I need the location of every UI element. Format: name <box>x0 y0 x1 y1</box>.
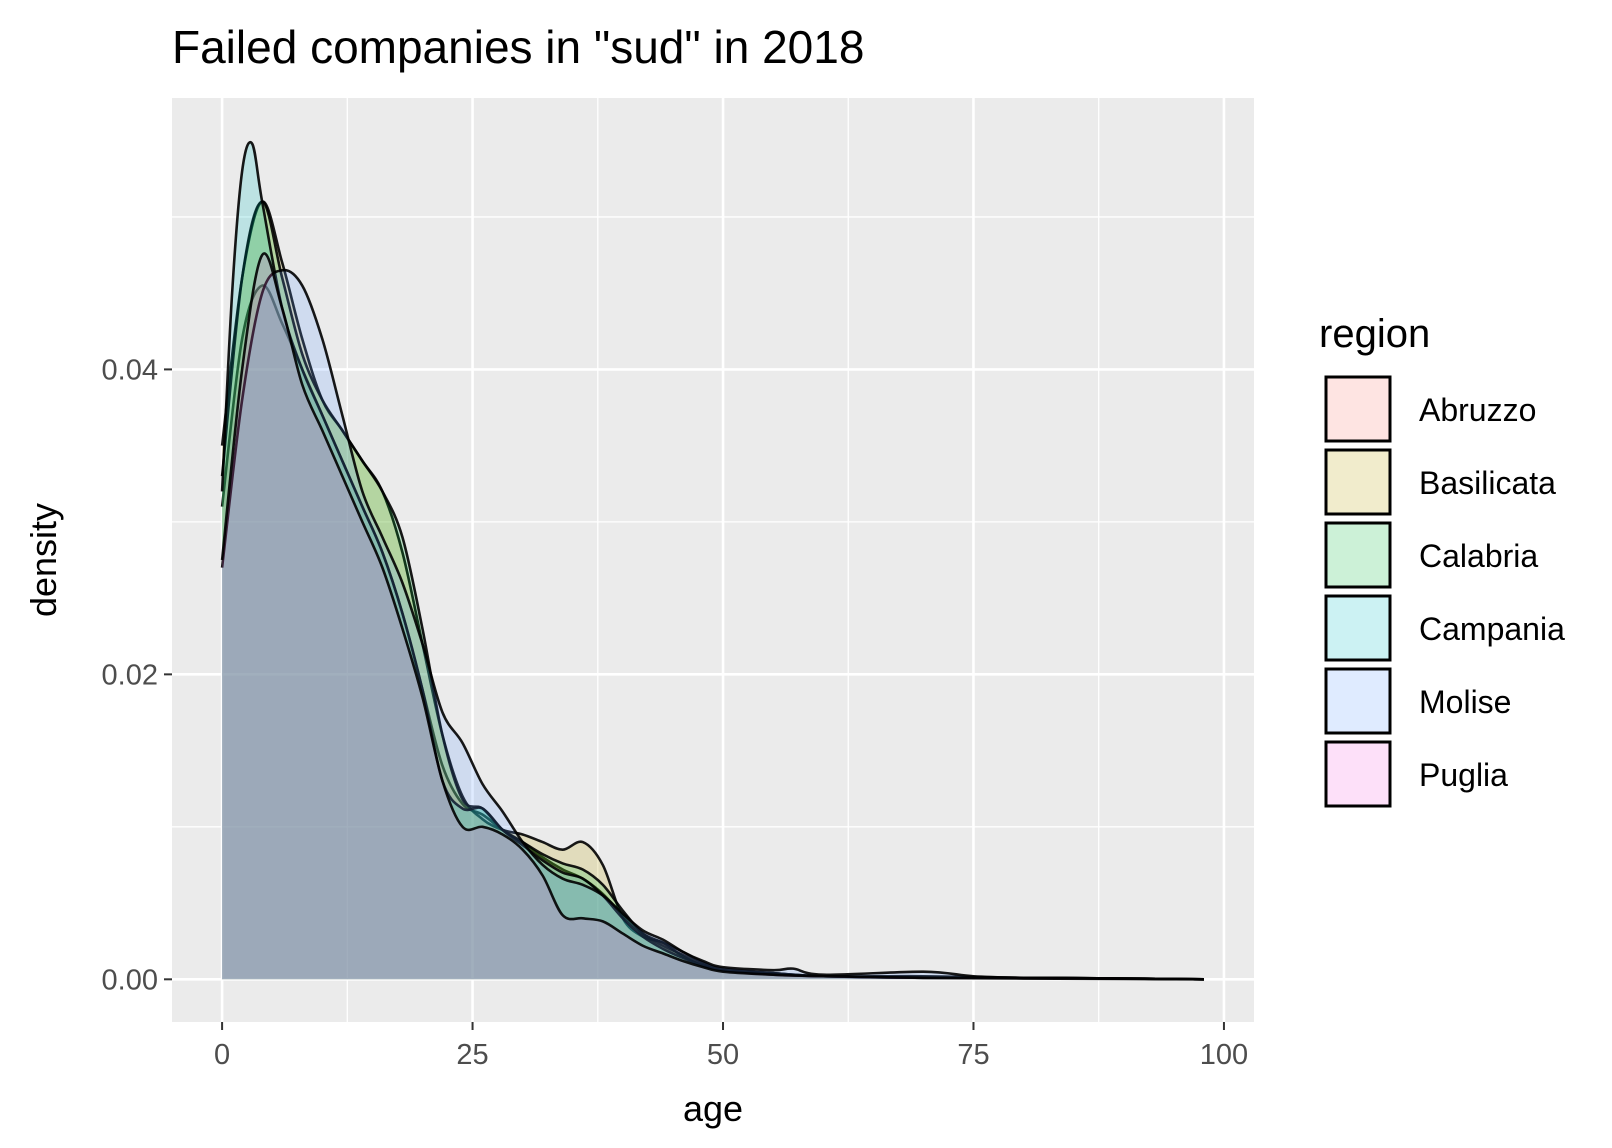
legend-key-molise <box>1324 667 1392 735</box>
legend-key-background-puglia <box>1325 741 1391 807</box>
density-area-campania <box>222 142 1204 980</box>
density-line-molise <box>220 268 1204 981</box>
legend: Abruzzo Basilicata Calabria Campania Molise P… <box>1324 375 1565 808</box>
legend-label-campania: Campania <box>1419 611 1565 647</box>
axes: 0 25 50 75 100 0.00 0.02 0.04 <box>102 354 1249 1071</box>
density-area-basilicata <box>222 201 1204 980</box>
density-line-puglia <box>220 252 1204 981</box>
minor-gridlines <box>172 98 1254 1022</box>
y-tick-label: 0.04 <box>102 354 158 386</box>
legend-key-background-basilicata <box>1325 449 1391 515</box>
legend-label-molise: Molise <box>1419 684 1511 720</box>
legend-key-background-abruzzo <box>1325 376 1391 442</box>
legend-key-basilicata <box>1324 448 1392 516</box>
plot-panel <box>172 98 1254 1022</box>
x-tick-label: 100 <box>1200 1039 1248 1071</box>
major-gridlines <box>172 98 1254 1022</box>
x-tick-label: 75 <box>957 1039 989 1071</box>
density-area-calabria <box>222 201 1204 980</box>
legend-title: region <box>1319 312 1430 356</box>
legend-key-campania <box>1324 594 1392 662</box>
x-tick-label: 25 <box>456 1039 488 1071</box>
legend-key-background-molise <box>1325 668 1391 734</box>
chart-title: Failed companies in "sud" in 2018 <box>172 21 864 73</box>
y-axis-title: density <box>23 503 64 617</box>
density-areas <box>220 141 1204 981</box>
y-tick-label: 0.00 <box>102 964 158 996</box>
x-tick-label: 0 <box>214 1039 230 1071</box>
density-area-molise <box>222 270 1204 980</box>
legend-key-background-campania <box>1325 595 1391 661</box>
legend-key-abruzzo <box>1324 375 1392 443</box>
x-tick-label: 50 <box>707 1039 739 1071</box>
density-area-puglia <box>222 253 1204 980</box>
legend-label-calabria: Calabria <box>1419 538 1538 574</box>
legend-label-puglia: Puglia <box>1419 757 1508 793</box>
x-axis-title: age <box>683 1088 743 1129</box>
legend-key-calabria <box>1324 521 1392 589</box>
legend-label-abruzzo: Abruzzo <box>1419 392 1536 428</box>
density-area-abruzzo <box>222 285 1204 980</box>
y-tick-label: 0.02 <box>102 659 158 691</box>
legend-label-basilicata: Basilicata <box>1419 465 1556 501</box>
legend-key-puglia <box>1324 740 1392 808</box>
legend-key-background-calabria <box>1325 522 1391 588</box>
